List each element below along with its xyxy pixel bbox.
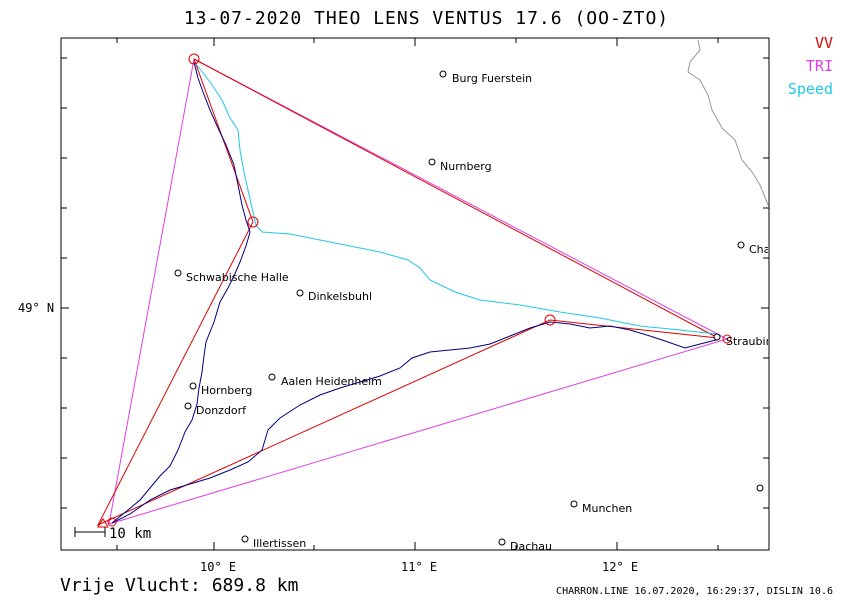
flight-track bbox=[111, 61, 717, 524]
city-dots bbox=[174, 70, 764, 546]
city-label: Nurnberg bbox=[440, 160, 492, 173]
axis-ticks bbox=[61, 38, 769, 550]
legend-vv: VV bbox=[814, 34, 833, 52]
start-triangle-icon bbox=[97, 518, 109, 528]
longitude-label: 11° E bbox=[401, 560, 438, 574]
tri-triangle bbox=[108, 58, 729, 525]
city-label: Hornberg bbox=[201, 384, 253, 397]
credits-label: CHARRON.LINE 16.07.2020, 16:29:37, DISLI… bbox=[556, 586, 833, 597]
vv-route bbox=[96, 58, 719, 527]
city-label: Donzdorf bbox=[196, 404, 247, 417]
country-border bbox=[687, 39, 769, 206]
scale-bar bbox=[74, 527, 106, 537]
city-label: Cha bbox=[749, 243, 768, 256]
speed-trace bbox=[195, 63, 717, 335]
latitude-label: 49° N bbox=[18, 301, 55, 315]
distance-label: Vrije Vlucht: 689.8 km bbox=[60, 575, 299, 596]
city-label: Dachau bbox=[510, 540, 552, 553]
city-label: Burg Fuerstein bbox=[452, 72, 533, 85]
map-frame bbox=[60, 37, 770, 551]
longitude-label: 12° E bbox=[602, 560, 639, 574]
city-label: Straubing bbox=[726, 335, 768, 348]
turnpoint-markers bbox=[107, 53, 732, 527]
page-title: 13-07-2020 THEO LENS VENTUS 17.6 (OO-ZTO… bbox=[183, 8, 670, 29]
scale-label: 10 km bbox=[109, 526, 152, 542]
legend-speed: Speed bbox=[787, 80, 833, 98]
city-label: Munchen bbox=[582, 502, 633, 515]
legend-tri: TRI bbox=[805, 57, 833, 75]
city-label: Schwabische Halle bbox=[186, 271, 289, 284]
longitude-label: 10° E bbox=[200, 560, 237, 574]
city-label: Illertissen bbox=[253, 537, 307, 550]
city-label: Aalen Heidenheim bbox=[281, 375, 382, 388]
city-label: Dinkelsbuhl bbox=[308, 290, 373, 303]
